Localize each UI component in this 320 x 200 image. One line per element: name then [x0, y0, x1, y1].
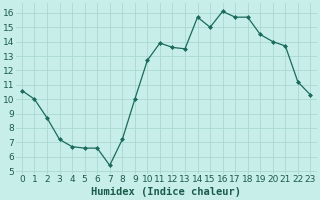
X-axis label: Humidex (Indice chaleur): Humidex (Indice chaleur) — [91, 187, 241, 197]
